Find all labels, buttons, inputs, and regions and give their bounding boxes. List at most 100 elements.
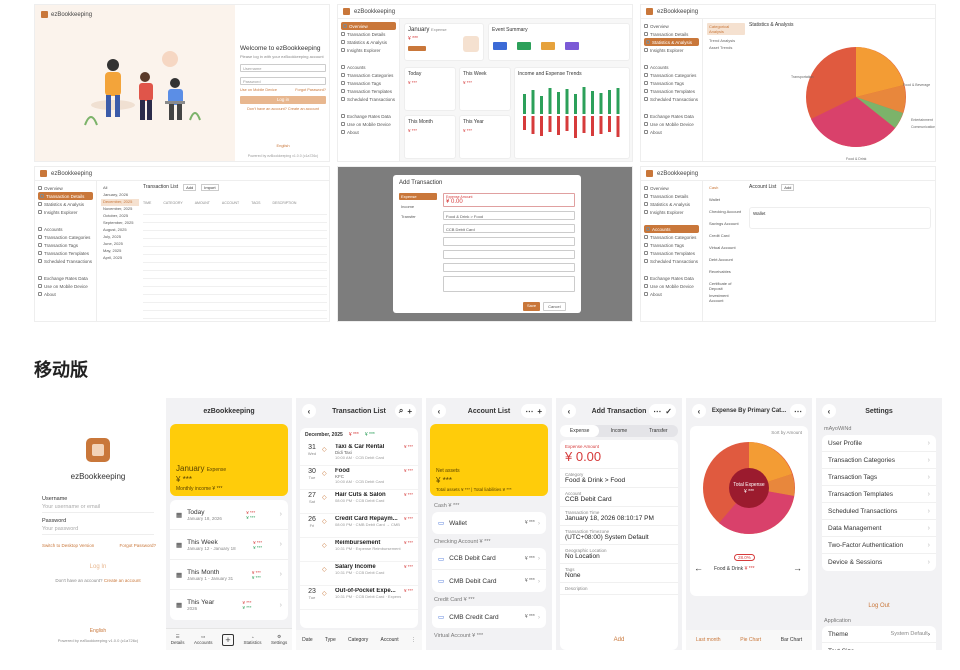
tx-list-item[interactable]: ◇ Reimbursement 10:31 PM · Expense Reimbur…: [300, 538, 418, 562]
tx-table-row[interactable]: [143, 207, 327, 215]
sidebar-item[interactable]: Exchange Rates Data: [644, 112, 699, 120]
sidebar-item[interactable]: Scheduled Transactions: [644, 95, 699, 103]
sidebar-item[interactable]: About: [341, 128, 396, 136]
settings-row[interactable]: Transaction Templates ›: [822, 486, 936, 503]
sidebar-item[interactable]: Overview: [644, 22, 699, 30]
sidebar-item[interactable]: Statistics & Analysis: [341, 38, 396, 46]
month-filter-item[interactable]: May, 2025: [103, 248, 122, 253]
sidebar-item[interactable]: Transaction Templates: [341, 87, 396, 95]
sidebar-item[interactable]: Scheduled Transactions: [644, 257, 699, 265]
tx-table-row[interactable]: [143, 295, 327, 303]
add-icon[interactable]: +: [537, 406, 542, 416]
dialog-tab-transfer[interactable]: Transfer: [401, 214, 416, 219]
sidebar-item[interactable]: Exchange Rates Data: [341, 112, 396, 120]
search-icon[interactable]: ⌕: [398, 406, 404, 415]
settings-row[interactable]: Data Management ›: [822, 520, 936, 537]
period-card[interactable]: This Year ¥ ***: [459, 115, 511, 159]
month-filter-item[interactable]: April, 2025: [103, 255, 123, 260]
view-details-button[interactable]: [408, 46, 426, 51]
sidebar-item[interactable]: Transaction Tags: [38, 241, 93, 249]
period-card[interactable]: Today ¥ ***: [404, 67, 456, 111]
month-filter-item[interactable]: All: [103, 185, 108, 190]
sidebar-item[interactable]: Scheduled Transactions: [38, 257, 93, 265]
tx-filter-button[interactable]: Category: [347, 637, 369, 643]
tab-statistics[interactable]: ◔ Statistics: [243, 634, 262, 645]
sidebar-item[interactable]: Insights Explorer: [644, 208, 699, 216]
month-filter-item[interactable]: November, 2025: [103, 206, 133, 211]
period-summary-row[interactable]: ▦ This Week January 12 - January 18 ¥ *** ¥ …: [170, 530, 288, 560]
tx-table-row[interactable]: [143, 223, 327, 231]
account-category-item[interactable]: Cash: [709, 185, 719, 190]
sidebar-item[interactable]: Use on Mobile Device: [341, 120, 396, 128]
stats-menu-asset[interactable]: Asset Trends: [709, 45, 733, 50]
stats-pie-chart-button[interactable]: Pie Chart: [740, 637, 762, 643]
account-category-item[interactable]: Credit Card: [709, 233, 730, 238]
settings-row[interactable]: Two-Factor Authentication ›: [822, 537, 936, 554]
mobile-amount-input[interactable]: ¥ 0.00: [560, 449, 678, 469]
dialog-tab-expense[interactable]: Expense: [399, 193, 437, 200]
sidebar-item[interactable]: Accounts: [644, 225, 699, 233]
tx-import-button[interactable]: Import: [201, 184, 219, 191]
forgot-password-link[interactable]: Forgot Password?: [295, 88, 326, 92]
tx-table-row[interactable]: [143, 287, 327, 295]
more-icon[interactable]: ⋮: [410, 637, 416, 643]
sidebar-item[interactable]: Insights Explorer: [341, 46, 396, 54]
sidebar-item[interactable]: About: [644, 290, 699, 298]
period-summary-row[interactable]: ▦ This Month January 1 - January 31 ¥ *** ¥ …: [170, 560, 288, 590]
sidebar-item[interactable]: Accounts: [341, 63, 396, 71]
account-row[interactable]: ▭ CMB Credit Card ¥ *** ›: [432, 606, 546, 628]
account-category-item[interactable]: Investment Account: [709, 293, 729, 303]
more-icon[interactable]: ⋯: [525, 406, 534, 416]
tx-list-item[interactable]: ◇ Salary Income 10:31 PM · CCB Debit Card ¥…: [300, 562, 418, 586]
addtx-tab[interactable]: Expense: [560, 425, 600, 437]
tx-filter-button[interactable]: Type: [324, 637, 336, 643]
mobile-login-button[interactable]: Log In: [89, 564, 107, 570]
prev-arrow-icon[interactable]: ←: [694, 563, 703, 573]
dialog-tab-income[interactable]: Income: [401, 204, 415, 209]
period-summary-row[interactable]: ▦ Today January 18, 2026 ¥ *** ¥ *** ›: [170, 500, 288, 530]
sidebar-item[interactable]: Exchange Rates Data: [644, 274, 699, 282]
dialog-cancel-button[interactable]: Cancel: [543, 302, 566, 311]
tx-list-item[interactable]: 23 Tue ◇ Out-of-Pocket Expe... 10:31 PM · CC…: [300, 586, 418, 610]
more-icon[interactable]: ⋯: [653, 406, 662, 416]
account-add-button[interactable]: Add: [781, 184, 795, 191]
password-input[interactable]: Password: [240, 77, 326, 85]
tx-list-item[interactable]: 30 Tue ◇ Food KFC 10:00 AM · CCB Debit Card ¥ …: [300, 466, 418, 490]
tx-table-row[interactable]: [143, 215, 327, 223]
month-filter-item[interactable]: July, 2025: [103, 234, 121, 239]
month-filter-item[interactable]: June, 2025: [103, 241, 123, 246]
back-icon[interactable]: ‹: [562, 404, 576, 418]
sidebar-item[interactable]: Overview: [644, 184, 699, 192]
sidebar-item[interactable]: Transaction Details: [644, 192, 699, 200]
sidebar-item[interactable]: Statistics & Analysis: [644, 200, 699, 208]
app-settings-row[interactable]: Theme System Default ›: [822, 626, 936, 643]
period-summary-row[interactable]: ▦ This Year 2026 ¥ *** ¥ *** ›: [170, 590, 288, 620]
add-icon[interactable]: +: [407, 406, 412, 416]
account-category-item[interactable]: Debt Account: [709, 257, 733, 262]
addtx-field[interactable]: Transaction Time January 18, 2026 08:10:1…: [560, 507, 678, 526]
tx-filter-button[interactable]: Date: [302, 637, 313, 643]
tx-table-row[interactable]: [143, 311, 327, 319]
month-filter-item[interactable]: October, 2025: [103, 213, 129, 218]
addtx-tab[interactable]: Income: [610, 428, 628, 434]
addtx-field[interactable]: Tags None: [560, 564, 678, 583]
account-row[interactable]: ▭ CMB Debit Card ¥ *** ›: [432, 570, 546, 592]
sidebar-item[interactable]: Overview: [38, 184, 93, 192]
mobile-addtx-button[interactable]: Add: [613, 637, 625, 643]
tx-list-item[interactable]: 31 Wed ◇ Taxi & Car Rental Didi Taxi 10:00 AM…: [300, 442, 418, 466]
switch-desktop-link[interactable]: Switch to Desktop Version: [42, 543, 95, 548]
dialog-location-field[interactable]: [443, 250, 575, 259]
addtx-field[interactable]: Description: [560, 583, 678, 595]
period-card[interactable]: This Week ¥ ***: [459, 67, 511, 111]
addtx-field[interactable]: Account CCB Debit Card: [560, 488, 678, 507]
tx-filter-button[interactable]: Account: [380, 637, 399, 643]
sidebar-item[interactable]: Overview: [341, 22, 396, 30]
account-row[interactable]: ▭ CCB Debit Card ¥ *** ›: [432, 548, 546, 570]
dialog-save-button[interactable]: Save: [523, 302, 541, 311]
account-row[interactable]: ▭ Wallet ¥ *** ›: [432, 512, 546, 534]
sidebar-item[interactable]: Transaction Categories: [644, 71, 699, 79]
sidebar-item[interactable]: Exchange Rates Data: [38, 274, 93, 282]
more-icon[interactable]: ⋯: [794, 406, 802, 416]
sidebar-item[interactable]: Use on Mobile Device: [644, 120, 699, 128]
settings-row[interactable]: Device & Sessions ›: [822, 554, 936, 571]
